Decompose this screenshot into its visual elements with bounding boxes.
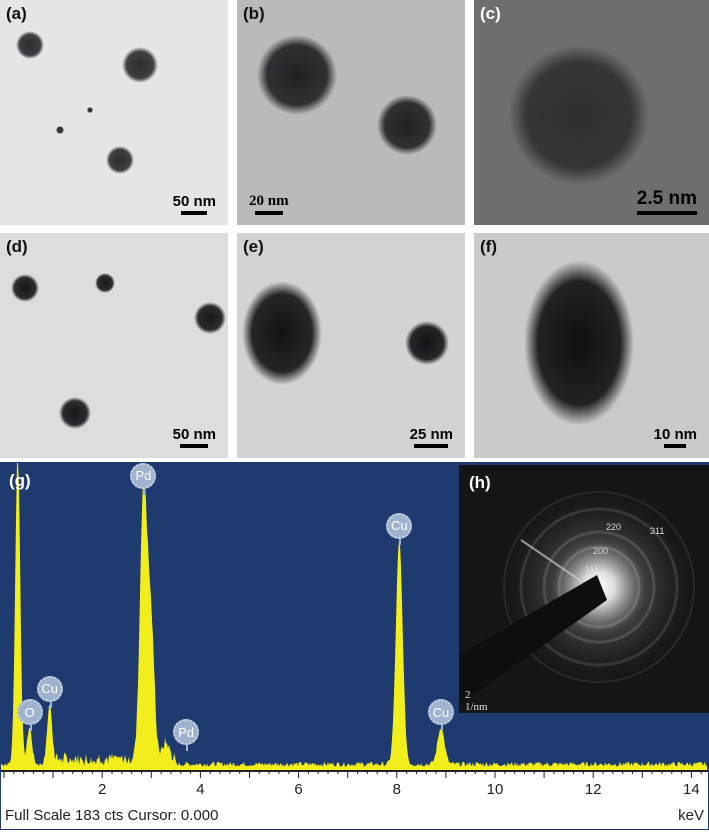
- scale-bar: 25 nm: [410, 426, 453, 448]
- nanoparticle: [377, 95, 437, 155]
- nanoparticle: [87, 107, 93, 113]
- nanoparticle: [405, 321, 449, 365]
- tem-panel-c: (c) 2.5 nm: [474, 0, 709, 225]
- element-marker-pd: Pd: [130, 462, 157, 495]
- spectrum-series: [1, 463, 707, 770]
- x-tick-label: 10: [486, 781, 504, 798]
- nanoparticle: [242, 281, 322, 385]
- tem-image: [16, 31, 158, 174]
- tem-image: [11, 273, 226, 429]
- tem-image: [257, 35, 437, 155]
- tem-image: [242, 281, 449, 385]
- saed-pattern-panel: (h) 111 200 220 311 2 1/nm: [459, 465, 709, 713]
- scale-bar-label: 50 nm: [172, 193, 216, 210]
- element-marker-pd: Pd: [173, 719, 200, 752]
- tem-image: [509, 45, 649, 185]
- nanoparticle: [16, 31, 44, 59]
- ring-label-311: 311: [650, 526, 665, 536]
- x-tick-label: 6: [294, 781, 303, 798]
- scale-bar-label: 25 nm: [409, 426, 453, 443]
- scale-bar-label: 10 nm: [653, 426, 697, 443]
- nanoparticle: [11, 274, 39, 302]
- nanoparticle: [122, 47, 158, 83]
- saed-scale-bar: 2 1/nm: [465, 689, 495, 713]
- element-marker-cu: Cu: [36, 675, 63, 708]
- x-tick-label: 2: [98, 781, 107, 798]
- panel-label: (b): [243, 4, 265, 23]
- tem-panel-e: (e) 25 nm: [237, 233, 465, 458]
- x-tick-label: 4: [196, 781, 205, 798]
- scale-bar-label: 20 nm: [249, 193, 289, 209]
- scale-bar: 50 nm: [173, 193, 216, 215]
- nanoparticle: [509, 45, 649, 185]
- x-axis-unit: keV: [678, 807, 704, 824]
- nanoparticle: [524, 260, 634, 426]
- scale-bar: 2.5 nm: [637, 188, 697, 215]
- nanoparticle: [106, 146, 134, 174]
- element-marker-cu: Cu: [386, 512, 413, 545]
- x-tick-label: 12: [584, 781, 602, 798]
- panel-label-h: (h): [469, 473, 491, 492]
- element-marker-o: O: [16, 699, 43, 732]
- nanoparticle: [59, 397, 91, 429]
- panel-label-g: (g): [9, 471, 31, 490]
- nanoparticle: [257, 35, 337, 115]
- spectrum-footer: Full Scale 183 cts Cursor: 0.000: [5, 807, 219, 824]
- panel-label: (c): [480, 4, 501, 23]
- scale-bar: 50 nm: [173, 426, 216, 448]
- ring-label-111: 111: [585, 564, 599, 574]
- x-tick-label: 8: [392, 781, 401, 798]
- tem-panel-f: (f) 10 nm: [474, 233, 709, 458]
- panel-label: (f): [480, 237, 497, 256]
- ring-label-220: 220: [606, 522, 622, 532]
- tem-panel-d: (d) 50 nm: [0, 233, 228, 458]
- panel-label: (e): [243, 237, 264, 256]
- tem-panel-a: (a) 50 nm: [0, 0, 228, 225]
- scale-bar-label: 2.5 nm: [636, 188, 697, 209]
- element-marker-cu: Cu: [427, 699, 454, 732]
- scale-bar: 20 nm: [249, 193, 289, 215]
- panel-label: (d): [6, 237, 28, 256]
- nanoparticle: [194, 302, 226, 334]
- saed-pattern-image: [459, 482, 704, 705]
- scale-bar-label: 50 nm: [172, 426, 216, 443]
- nanoparticle: [56, 126, 64, 134]
- tem-image: [524, 260, 634, 426]
- scale-bar: 10 nm: [654, 426, 697, 448]
- ring-label-200: 200: [593, 546, 609, 556]
- tem-panel-b: (b) 20 nm: [237, 0, 465, 225]
- x-tick-label: 14: [683, 781, 700, 798]
- nanoparticle: [95, 273, 115, 293]
- panel-label: (a): [6, 4, 27, 23]
